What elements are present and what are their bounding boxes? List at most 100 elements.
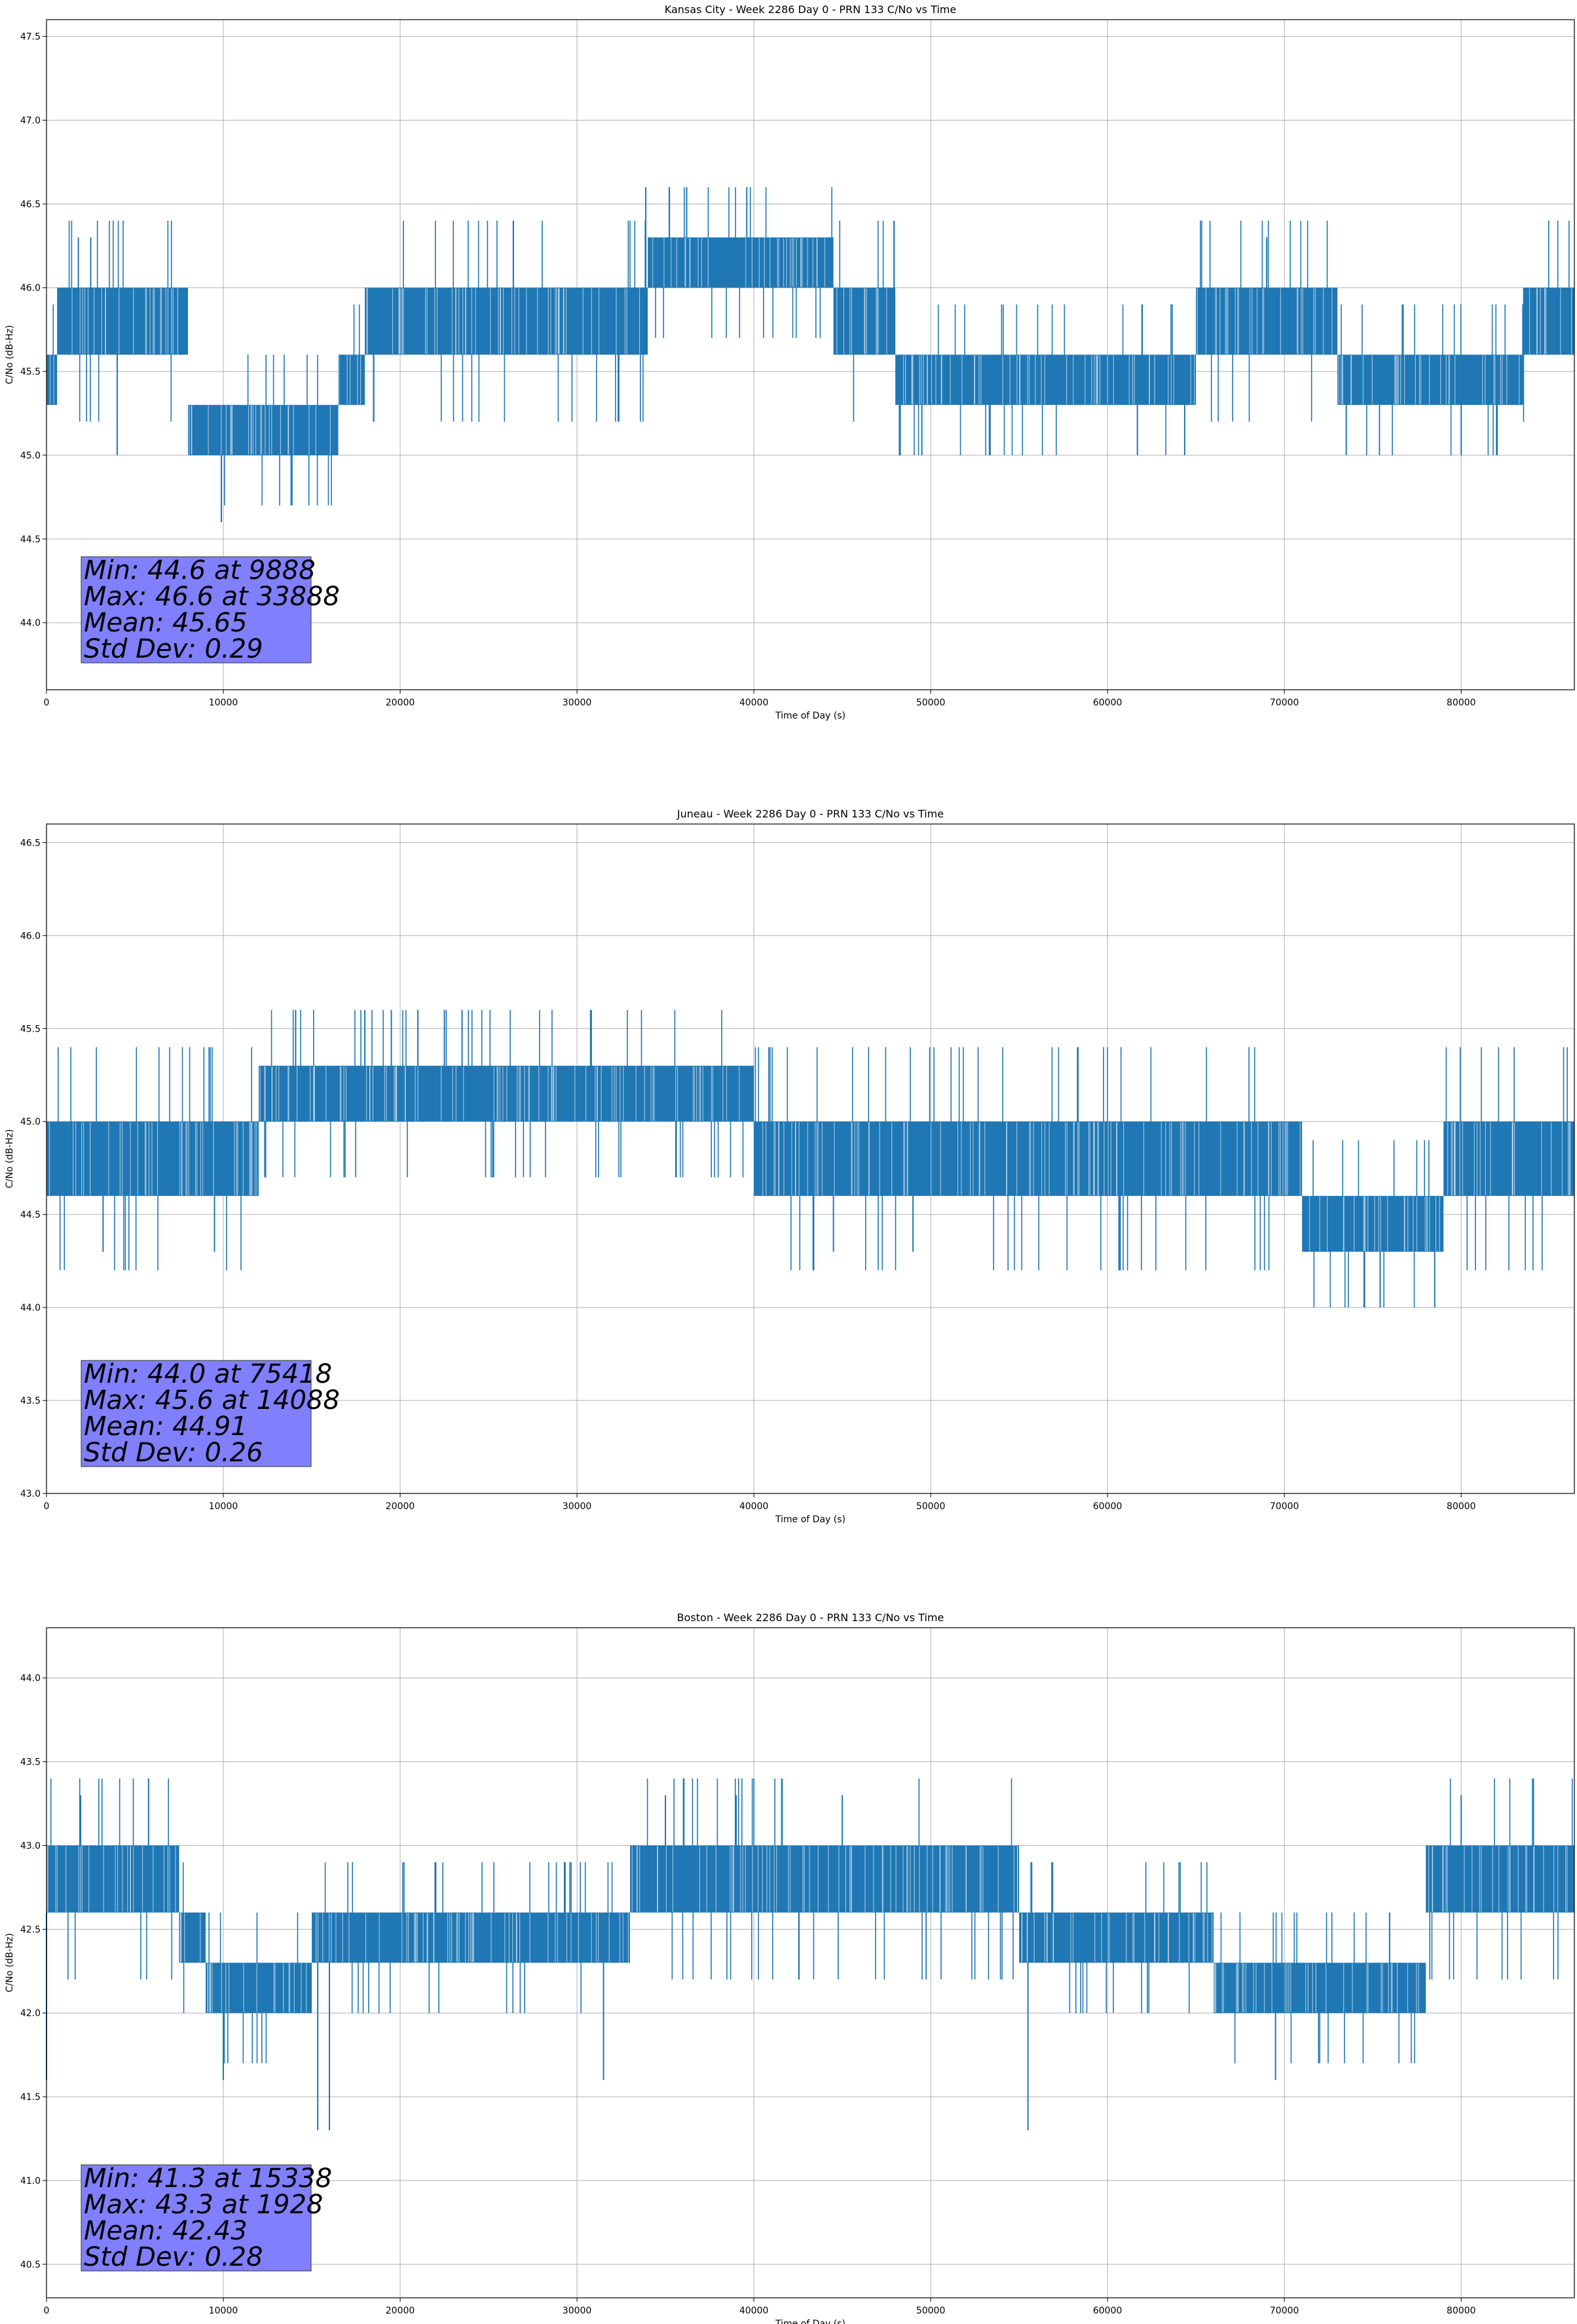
series-gap [1447,1122,1449,1195]
series-gap [639,1846,640,1912]
series-gap [699,1846,701,1912]
series-gap [940,1122,941,1195]
series-gap [557,288,559,354]
series-gap [1033,1122,1034,1195]
series-gap [851,1846,852,1912]
series-gap [1128,355,1130,405]
series-gap [766,1846,768,1912]
chart-panel-2: 0 10000 20000 30000 40000 50000 60000 70000 8000… [5,1611,1575,2324]
series-gap [1220,1122,1221,1195]
series-band [1019,1912,1214,1963]
series-gap [1525,1846,1527,1912]
series-gap [701,238,702,288]
y-axis-label: C/No (dB-Hz) [5,1129,15,1188]
series-gap [563,288,564,354]
series-gap [425,288,426,354]
series-gap [181,1122,183,1195]
stats-box [81,556,312,664]
series-gap [1529,288,1531,354]
series-gap [81,1846,83,1912]
series-gap [608,1913,610,1962]
stats-line: Mean: 42.43 [84,2216,248,2246]
series-gap [171,288,172,354]
series-gap [906,1122,908,1195]
series-gap [1493,355,1494,405]
series-gap [836,288,838,354]
series-gap [665,1846,667,1912]
series-gap [1181,1122,1183,1195]
series-band [179,1912,206,1963]
series-gap [1343,1963,1345,2013]
series-gap [1485,1122,1486,1195]
series-gap [1452,1122,1453,1195]
series-gap [791,1122,792,1195]
series-gap [1451,1122,1452,1195]
series-gap [399,288,400,354]
series-gap [745,1846,746,1912]
series-gap [907,1122,908,1195]
series-gap [1255,1963,1257,2013]
series-gap [1160,1122,1162,1195]
series-gap [940,355,942,405]
series-gap [1512,1122,1513,1195]
series-gap [982,1846,984,1912]
series-gap [1048,1122,1050,1195]
series-gap [1541,1122,1542,1195]
series-gap [1143,1122,1145,1195]
stats-line: Max: 45.6 at 14088 [84,1385,340,1415]
series-gap [1282,1122,1284,1195]
x-tick-label: 0 [44,698,50,708]
series-gap [758,238,760,288]
series-gap [1017,1846,1018,1912]
series-band [57,288,189,355]
series-gap [468,1913,470,1962]
series-gap [635,1066,637,1121]
series-gap [195,1122,196,1195]
series-gap [1482,355,1483,405]
series-gap [496,1066,498,1121]
series-band [1302,1195,1444,1252]
series-gap [1202,1913,1204,1962]
series-gap [1479,1846,1480,1912]
series-gap [1367,1963,1369,2013]
stats-line: Min: 41.3 at 15338 [84,2164,332,2194]
series-gap [1343,1196,1344,1251]
series-gap [56,1846,58,1912]
series-gap [1490,1122,1491,1195]
series-gap [1030,1122,1031,1195]
series-gap [261,405,263,455]
series-gap [288,405,289,455]
x-tick-label: 30000 [563,698,592,708]
series-gap [1033,1913,1035,1962]
series-gap [1284,1963,1286,2013]
series-gap [578,1913,579,1962]
series-gap [1016,1122,1018,1195]
series-gap [537,288,538,354]
series-gap [961,355,963,405]
series-gap [906,1846,908,1912]
series-gap [498,288,499,354]
stats-line: Std Dev: 0.29 [84,634,263,664]
series-gap [804,1846,805,1912]
series-gap [1180,1122,1181,1195]
series-gap [1026,1913,1028,1962]
series-gap [1101,1913,1102,1962]
series-gap [243,1963,244,2013]
series-gap [1116,1122,1117,1195]
series-gap [426,1913,428,1962]
series-gap [1113,355,1115,405]
series-gap [652,1066,654,1121]
series-gap [465,1913,466,1962]
series-gap [447,1913,449,1962]
series-gap [795,1122,796,1195]
series-gap [160,288,162,354]
chart-panel-0: 0 10000 20000 30000 40000 50000 60000 70000 8000… [5,3,1575,721]
series-gap [524,1066,525,1121]
series-gap [1297,288,1299,354]
series-gap [141,1846,143,1912]
series-gap [700,1066,701,1121]
series-gap [456,1913,458,1962]
series-gap [745,238,747,288]
series-gap [685,238,686,288]
x-tick-label: 70000 [1270,698,1299,708]
